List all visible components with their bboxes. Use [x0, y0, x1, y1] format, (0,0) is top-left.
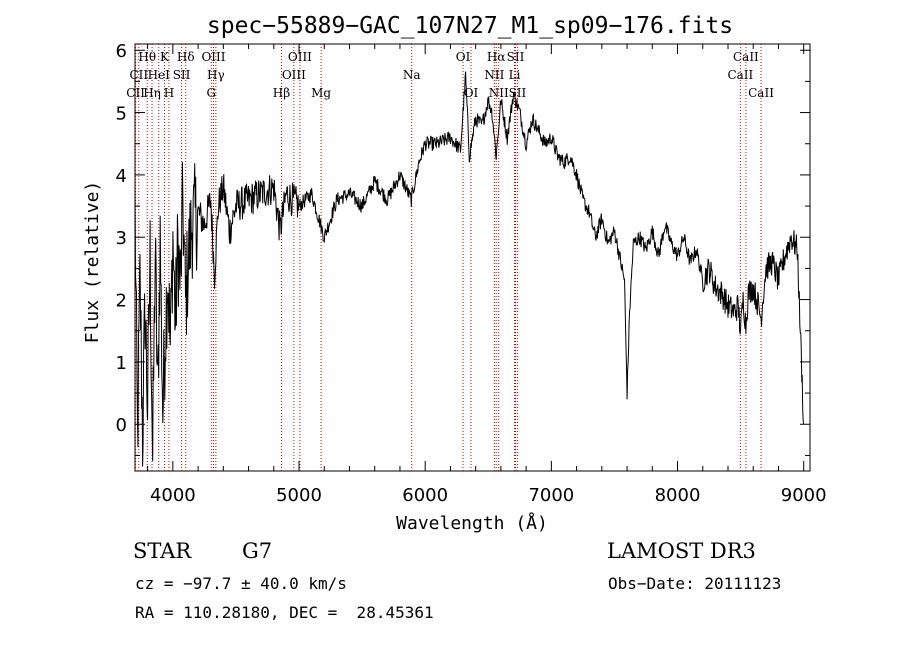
object-subclass: G7 [242, 539, 273, 563]
line-label-2: Hθ [138, 50, 156, 64]
x-tick-label-1: 5000 [276, 485, 322, 506]
y-tick-label-5: 5 [116, 104, 127, 125]
line-label-0: CII [126, 86, 145, 100]
line-label-17: OI [456, 50, 471, 64]
survey-name: LAMOST DR3 [607, 539, 756, 563]
x-tick-label-5: 9000 [781, 485, 827, 506]
line-label-4: HeI [148, 68, 171, 82]
line-label-21: NII [489, 86, 509, 100]
line-label-25: CaII [727, 68, 753, 82]
line-label-8: Hδ [177, 50, 195, 64]
line-label-20: Hα [487, 50, 506, 64]
line-label-11: Hγ [207, 68, 225, 82]
spectrum-line [134, 71, 805, 467]
line-label-23: SII [507, 50, 525, 64]
x-tick-label-2: 6000 [402, 485, 448, 506]
x-axis-label: Wavelength (Å) [396, 512, 548, 534]
y-tick-label-0: 0 [116, 415, 127, 436]
line-labels: CII CII Hθ Hη HeI K H SII Hδ G OIII Hγ Hβ OIII OIII Mg N… [126, 50, 774, 100]
line-label-5: K [160, 50, 170, 64]
line-label-6: H [164, 86, 174, 100]
line-label-9: G [207, 86, 217, 100]
observation-date: Obs−Date: 20111123 [608, 574, 782, 593]
x-axis: 4000 5000 6000 7000 8000 9000 [147, 44, 827, 506]
y-axis-label: Flux (relative) [82, 181, 103, 344]
line-label-16: Na [403, 68, 421, 82]
y-tick-label-6: 6 [116, 41, 127, 62]
x-tick-label-3: 7000 [528, 485, 574, 506]
coordinates: RA = 110.28180, DEC = 28.45361 [135, 603, 434, 622]
line-label-14: OIII [288, 50, 312, 64]
line-label-19: NII [484, 68, 504, 82]
line-markers [135, 44, 762, 471]
x-tick-label-4: 8000 [655, 485, 701, 506]
y-tick-label-2: 2 [116, 291, 127, 312]
object-class: STAR [133, 539, 192, 563]
line-label-13: OIII [282, 68, 306, 82]
line-label-22: Li [509, 68, 521, 82]
line-label-7: SII [173, 68, 191, 82]
plot-frame [134, 43, 811, 472]
line-label-15: Mg [311, 86, 331, 100]
line-label-24: SII [509, 86, 527, 100]
line-label-12: Hβ [273, 86, 290, 100]
chart-title: spec−55889−GAC_107N27_M1_sp09−176.fits [207, 13, 733, 39]
line-label-18: OI [464, 86, 479, 100]
y-tick-label-3: 3 [116, 228, 127, 249]
line-label-1: CII [129, 68, 148, 82]
line-label-3: Hη [143, 86, 161, 100]
x-tick-label-0: 4000 [150, 485, 196, 506]
line-label-27: CaII [748, 86, 774, 100]
y-tick-label-1: 1 [116, 353, 127, 374]
y-axis: 0 1 2 3 4 5 6 [116, 41, 810, 456]
line-label-10: OIII [201, 50, 225, 64]
redshift-velocity: cz = −97.7 ± 40.0 km/s [135, 574, 347, 593]
y-tick-label-4: 4 [116, 166, 127, 187]
line-label-26: CaII [733, 50, 759, 64]
